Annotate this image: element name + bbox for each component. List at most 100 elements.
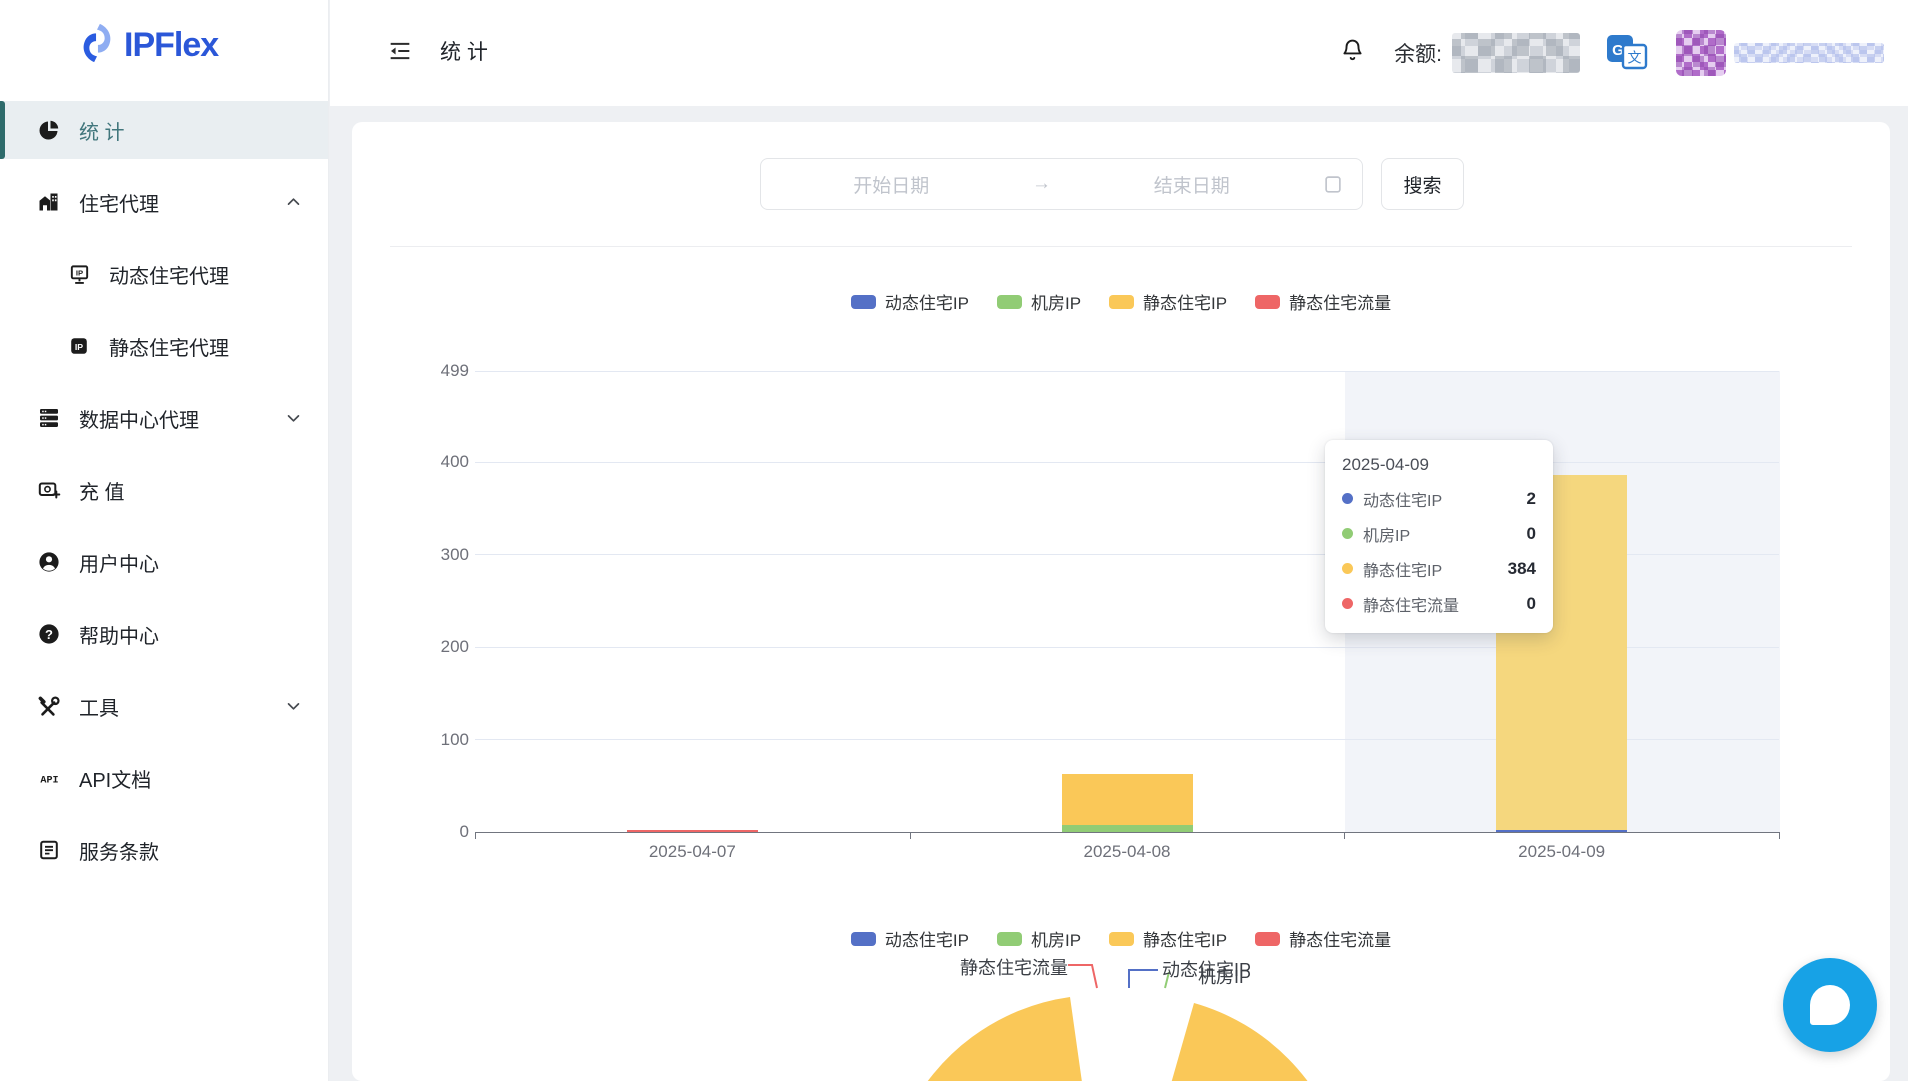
username-redacted[interactable]: [1734, 43, 1884, 63]
x-axis-tick: [1344, 833, 1346, 839]
sidebar-item[interactable]: IP 静态住宅代理: [0, 317, 328, 375]
sidebar-item-label: 工具: [79, 697, 119, 720]
sidebar-item[interactable]: 数据中心代理: [0, 389, 328, 447]
pie-slice-static-ip-left[interactable]: [905, 997, 1100, 1081]
legend-swatch-icon: [1255, 294, 1281, 309]
datacenter-proxy-icon: [36, 405, 62, 431]
header: 统 计 余额: G 文: [330, 0, 1908, 106]
y-axis-label: 0: [459, 822, 469, 841]
x-axis-tick: [475, 833, 476, 839]
tooltip-date: 2025-04-09: [1342, 455, 1429, 474]
tooltip-series-dot: [1342, 528, 1353, 539]
help-center-icon: ?: [36, 621, 62, 647]
sidebar-item[interactable]: 服务条款: [0, 821, 328, 879]
tooltip-series-value: 0: [1526, 593, 1536, 613]
menu-fold-icon: [386, 37, 414, 70]
legend-label: 机房IP: [1030, 294, 1082, 313]
sidebar-item-label: 帮助中心: [79, 625, 159, 648]
date-range-picker[interactable]: 开始日期 → 结束日期: [760, 158, 1363, 210]
bar-segment[interactable]: [1061, 773, 1193, 825]
bar-segment[interactable]: [626, 829, 758, 832]
legend-swatch-icon: [1109, 931, 1135, 946]
tooltip-series-label: 静态住宅IP: [1363, 562, 1443, 580]
bar-segment[interactable]: [1496, 829, 1628, 832]
sidebar-item-label: 住宅代理: [79, 193, 159, 216]
sidebar-item[interactable]: 用户中心: [0, 533, 328, 591]
tooltip-series-dot: [1342, 598, 1353, 609]
legend-label: 动态住宅IP: [884, 294, 969, 313]
bar-segment[interactable]: [1061, 824, 1193, 832]
static-residential-icon: IP: [66, 333, 92, 359]
pie-chart-legend: 动态住宅IP 机房IP 静态住宅IP 静态住宅流量: [352, 926, 1890, 951]
start-date-input[interactable]: 开始日期: [853, 175, 930, 197]
y-axis-label: 499: [440, 361, 469, 380]
sidebar-item-label: 数据中心代理: [79, 409, 199, 432]
notifications-button[interactable]: [1338, 39, 1366, 67]
page-title: 统 计: [440, 41, 488, 64]
sidebar-item[interactable]: ? 帮助中心: [0, 605, 328, 663]
sidebar-item[interactable]: 工具: [0, 677, 328, 735]
pie-slice-label: 动态住宅IP: [1162, 960, 1252, 980]
svg-text:IP: IP: [75, 342, 83, 352]
sidebar-item[interactable]: IP 动态住宅代理: [0, 245, 328, 303]
brand-name: IPFlex: [124, 26, 219, 64]
collapse-sidebar-button[interactable]: [385, 38, 415, 68]
avatar[interactable]: [1676, 30, 1726, 76]
tooltip-series-label: 静态住宅流量: [1363, 597, 1460, 615]
svg-text:?: ?: [45, 627, 53, 642]
bar-chart-legend: 动态住宅IP 机房IP 静态住宅IP 静态住宅流量: [352, 289, 1890, 314]
svg-text:G: G: [1612, 42, 1624, 59]
sidebar: IPFlex 统 计住宅代理 IP 动态住宅代理 IP 静态住宅代理数据中心代理充 值用…: [0, 0, 329, 1081]
x-axis-label: 2025-04-07: [648, 842, 736, 861]
pie-slice-static-ip-right[interactable]: [1135, 1003, 1343, 1081]
tooltip-row: 静态住宅IP 384: [1342, 551, 1536, 586]
grid-line: [475, 646, 1779, 648]
sidebar-item[interactable]: API API文档: [0, 749, 328, 807]
pie-leader-line-red: [1068, 964, 1098, 989]
end-date-input[interactable]: 结束日期: [1153, 175, 1230, 197]
brand-logo[interactable]: IPFlex: [74, 20, 219, 71]
chevron-down-icon: [285, 410, 302, 427]
recharge-icon: [36, 477, 62, 503]
chat-bubble-icon: [1810, 985, 1850, 1025]
tooltip-series-value: 0: [1526, 523, 1536, 543]
chart-tooltip: 2025-04-09 动态住宅IP 2 机房IP 0 静态住宅IP 384 静态住宅流量 0: [1325, 440, 1553, 633]
legend-item[interactable]: 静态住宅流量: [1255, 289, 1391, 314]
x-axis-label: 2025-04-09: [1518, 842, 1606, 861]
bell-icon: [1339, 37, 1366, 69]
search-button[interactable]: 搜索: [1381, 158, 1464, 210]
legend-item[interactable]: 静态住宅IP: [1109, 926, 1227, 951]
x-axis-labels: 2025-04-07 2025-04-08 2025-04-09: [475, 842, 1779, 866]
x-axis-label: 2025-04-08: [1083, 842, 1171, 861]
svg-text:IP: IP: [75, 268, 82, 277]
legend-label: 机房IP: [1030, 931, 1082, 950]
legend-item[interactable]: 静态住宅IP: [1109, 289, 1227, 314]
legend-swatch-icon: [1109, 294, 1135, 309]
balance-value-redacted: [1452, 33, 1580, 73]
legend-item[interactable]: 动态住宅IP: [850, 289, 969, 314]
pie-leader-line-blue: [1128, 969, 1158, 988]
legend-label: 静态住宅IP: [1143, 931, 1228, 950]
brand-swirl-icon: [74, 20, 120, 71]
sidebar-item[interactable]: 统 计: [0, 101, 328, 159]
legend-swatch-icon: [850, 294, 876, 309]
chat-widget-button[interactable]: [1783, 958, 1877, 1052]
legend-item[interactable]: 机房IP: [996, 926, 1082, 951]
sidebar-item-label: 静态住宅代理: [109, 337, 229, 360]
sidebar-item-label: 动态住宅代理: [109, 265, 229, 288]
chevron-down-icon: [285, 698, 302, 715]
legend-item[interactable]: 动态住宅IP: [850, 926, 969, 951]
tooltip-series-value: 384: [1507, 558, 1536, 578]
legend-item[interactable]: 机房IP: [996, 289, 1082, 314]
tooltip-series-label: 动态住宅IP: [1363, 492, 1443, 510]
sidebar-item[interactable]: 充 值: [0, 461, 328, 519]
sidebar-item[interactable]: 住宅代理: [0, 173, 328, 231]
pie-chart-icon: [36, 117, 62, 143]
legend-item[interactable]: 静态住宅流量: [1255, 926, 1391, 951]
translate-button[interactable]: G 文: [1606, 32, 1650, 74]
x-axis-tick: [1779, 833, 1780, 839]
tooltip-series-dot: [1342, 493, 1353, 504]
legend-swatch-icon: [996, 931, 1022, 946]
